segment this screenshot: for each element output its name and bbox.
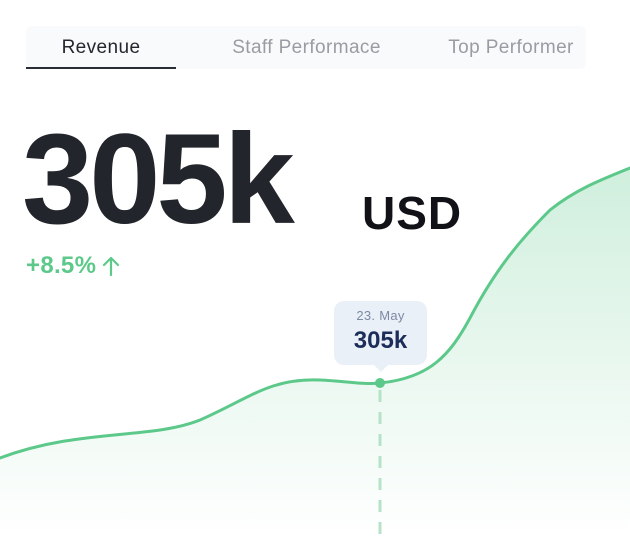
- revenue-value: 305k: [22, 108, 295, 251]
- tab-staff-performance[interactable]: Staff Performace: [204, 26, 409, 69]
- tab-revenue[interactable]: Revenue: [26, 26, 176, 69]
- active-tab-underline: [26, 67, 176, 69]
- arrow-up-icon: [103, 256, 120, 277]
- tooltip-value: 305k: [353, 327, 408, 354]
- tab-revenue-label: Revenue: [61, 36, 141, 58]
- tab-bar: Revenue Staff Performace Top Performer: [26, 26, 586, 69]
- chart-area-fill: [0, 168, 630, 539]
- chart-marker-point[interactable]: [375, 378, 385, 388]
- revenue-change: +8.5%: [26, 252, 122, 280]
- revenue-change-value: +8.5%: [26, 252, 97, 279]
- tooltip-date: 23. May: [356, 308, 405, 323]
- tab-top-performer[interactable]: Top Performer: [436, 26, 586, 69]
- chart-tooltip: 23. May 305k: [334, 301, 427, 372]
- revenue-currency: USD: [362, 187, 463, 239]
- tab-top-performer-label: Top Performer: [448, 36, 574, 58]
- tab-staff-performance-label: Staff Performace: [232, 36, 381, 58]
